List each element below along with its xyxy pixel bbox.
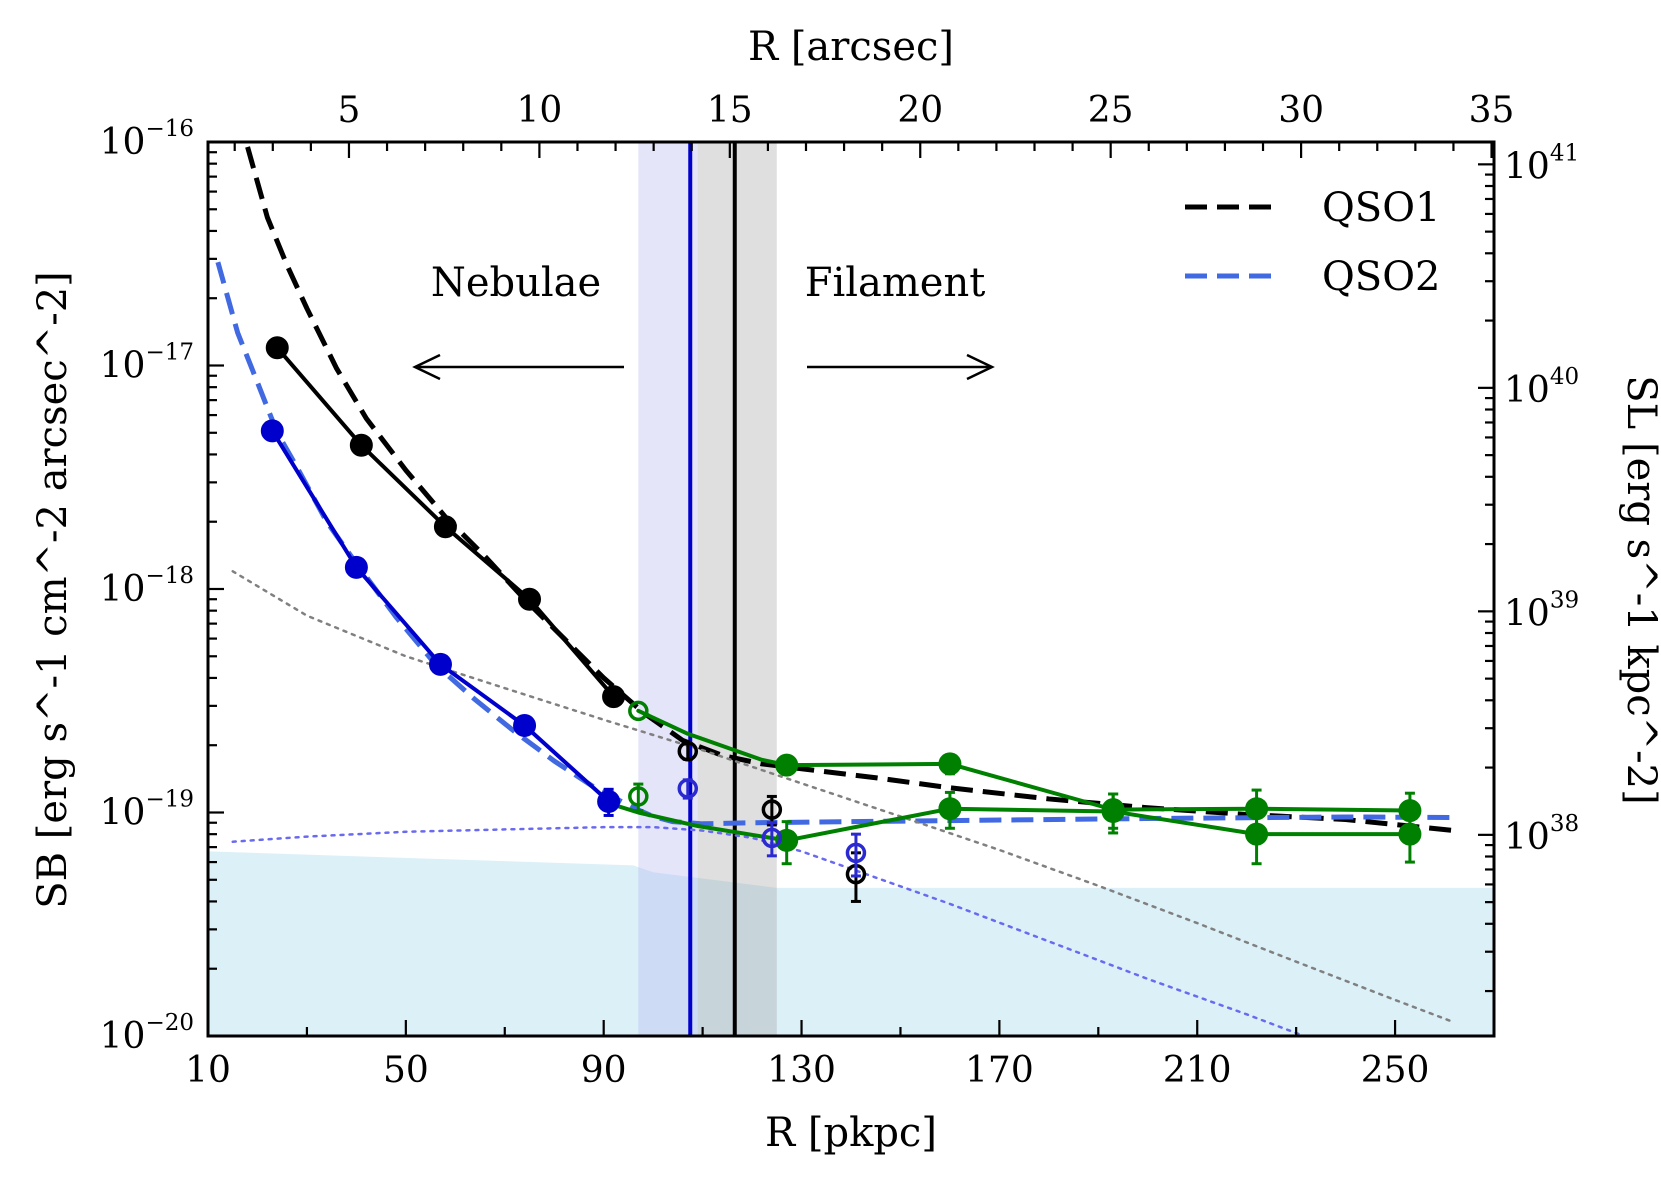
open-point-11-1 xyxy=(761,827,783,849)
series-line-2 xyxy=(231,570,1456,1024)
left-arrow xyxy=(412,353,624,381)
open-point-11-0 xyxy=(677,778,699,799)
series-markers xyxy=(260,336,1422,903)
right-tick-label-3: 1041 xyxy=(1504,140,1579,187)
y-tick-label-4: 10−16 xyxy=(100,116,194,163)
series-line-0 xyxy=(245,146,1455,834)
top-tick-label-2: 15 xyxy=(707,90,753,131)
data-point-7-2 xyxy=(1101,800,1125,824)
x-tick-label-4: 170 xyxy=(965,1050,1034,1091)
top-tick-label-0: 5 xyxy=(338,90,361,131)
filament-label: Filament xyxy=(805,260,986,306)
x-tick-label-2: 90 xyxy=(581,1050,627,1091)
top-tick-label-1: 10 xyxy=(516,90,562,131)
x-tick-label-3: 130 xyxy=(767,1050,836,1091)
data-point-6-0 xyxy=(775,753,799,777)
data-point-6-1 xyxy=(938,752,962,776)
axis-ticks xyxy=(206,140,1496,1038)
open-point-10-0 xyxy=(677,740,699,762)
data-point-4-3 xyxy=(518,587,541,611)
data-point-4-4 xyxy=(602,685,626,709)
y-axis-title: SB [erg s^-1 cm^-2 arcsec^-2] xyxy=(30,271,76,909)
data-point-5-0 xyxy=(260,419,284,443)
open-point-12-0 xyxy=(628,700,649,722)
right-tick-label-0: 1038 xyxy=(1504,811,1579,858)
legend-qso2-label: QSO2 xyxy=(1322,254,1440,300)
x-tick-label-6: 250 xyxy=(1361,1050,1430,1091)
data-point-7-3 xyxy=(1245,822,1269,846)
tick-labels: 10 50 90 130 170 210 250 5 10 15 20 25 30 35 10−20 10−1… xyxy=(100,90,1579,1091)
series-line-1 xyxy=(215,261,1455,827)
shaded-regions xyxy=(208,142,1494,1036)
data-point-4-2 xyxy=(433,515,457,539)
series-line-9 xyxy=(606,801,789,843)
open-point-11-2 xyxy=(845,842,867,864)
x-tick-label-5: 210 xyxy=(1163,1050,1232,1091)
series-line-3 xyxy=(231,825,1308,1036)
data-point-4-1 xyxy=(349,433,373,457)
y-tick-label-2: 10−18 xyxy=(100,563,194,610)
qso1-band xyxy=(697,142,777,1036)
top-tick-label-5: 30 xyxy=(1278,90,1324,131)
legend-qso1-label: QSO1 xyxy=(1322,185,1440,231)
top-tick-label-3: 20 xyxy=(897,90,943,131)
x-tick-label-1: 50 xyxy=(383,1050,429,1091)
data-point-5-4 xyxy=(597,789,621,813)
data-point-5-3 xyxy=(513,714,537,738)
x-axis-title: R [pkpc] xyxy=(765,1110,937,1156)
data-point-7-4 xyxy=(1398,822,1422,846)
right-arrow xyxy=(807,353,995,381)
y-tick-label-3: 10−17 xyxy=(100,340,194,387)
series-line-8 xyxy=(636,708,789,768)
series-line-5 xyxy=(270,428,611,804)
right-tick-label-2: 1040 xyxy=(1504,364,1579,411)
top-axis-title: R [arcsec] xyxy=(748,24,954,70)
right-tick-label-1: 1039 xyxy=(1504,587,1579,634)
series-line-7 xyxy=(784,806,1412,843)
qso2-band xyxy=(638,142,698,1036)
open-point-10-1 xyxy=(761,799,783,820)
nebulae-label: Nebulae xyxy=(431,260,601,306)
top-tick-label-4: 25 xyxy=(1088,90,1134,131)
y-tick-label-0: 10−20 xyxy=(100,1010,194,1057)
data-point-4-0 xyxy=(265,336,289,360)
y-tick-label-1: 10−19 xyxy=(100,787,194,834)
open-point-12-1 xyxy=(628,786,649,807)
data-point-5-1 xyxy=(344,555,368,579)
data-point-7-1 xyxy=(938,797,962,821)
noise-floor-region xyxy=(208,851,1494,1036)
x-tick-label-0: 10 xyxy=(185,1050,231,1091)
data-point-5-2 xyxy=(428,652,452,676)
series-line-6 xyxy=(784,761,1412,813)
legend: QSO1 QSO2 xyxy=(1185,185,1440,300)
top-tick-label-6: 35 xyxy=(1469,90,1515,131)
right-axis-title: SL [erg s^-1 kpc^-2] xyxy=(1618,375,1661,804)
